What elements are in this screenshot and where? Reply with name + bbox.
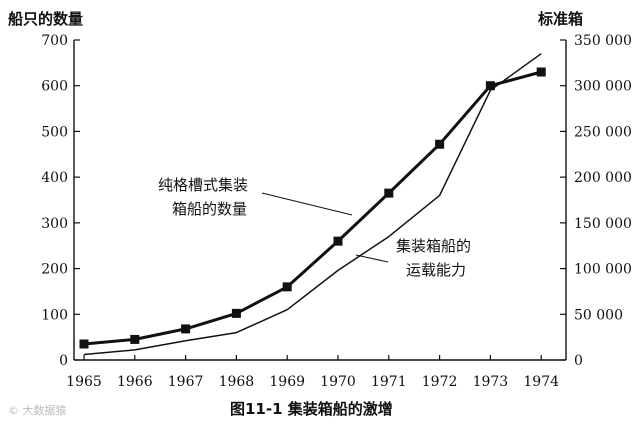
figure-caption: 图11-1 集装箱船的激增 <box>230 400 393 418</box>
annotation-capacity-line1: 集装箱船的 <box>396 237 471 255</box>
data-point-marker <box>536 67 546 77</box>
series-layer <box>79 53 546 356</box>
left-tick-label: 700 <box>41 33 68 49</box>
left-tick-label: 400 <box>41 170 68 186</box>
series-line-ship-count <box>83 70 542 346</box>
x-tick-label: 1971 <box>371 374 407 390</box>
data-point-marker <box>384 188 394 198</box>
right-tick-label: 100 000 <box>574 262 632 278</box>
x-tick-label: 1969 <box>269 374 305 390</box>
data-point-marker <box>231 308 241 318</box>
left-tick-label: 300 <box>41 216 68 232</box>
left-axis-title: 船只的数量 <box>8 10 83 28</box>
right-tick-label: 50 000 <box>574 307 623 323</box>
right-tick-label: 0 <box>574 353 583 369</box>
left-tick-label: 600 <box>41 79 68 95</box>
x-tick-label: 1974 <box>523 374 559 390</box>
right-tick-label: 200 000 <box>574 170 632 186</box>
tick-layer: 0 100 200 300 400 500 600 700 0 50 000 100 000 150 … <box>41 33 632 390</box>
left-tick-label: 0 <box>59 353 68 369</box>
data-point-marker <box>333 236 343 246</box>
x-tick-label: 1972 <box>422 374 458 390</box>
right-tick-label: 300 000 <box>574 79 632 95</box>
right-tick-label: 150 000 <box>574 216 632 232</box>
data-point-marker <box>130 334 140 344</box>
data-point-marker <box>282 282 292 292</box>
annotation-count-line1: 纯格槽式集装 <box>158 176 248 194</box>
series-line-capacity <box>83 53 542 356</box>
annotation-capacity-line2: 运载能力 <box>406 261 466 279</box>
data-point-marker <box>485 81 495 91</box>
data-point-marker <box>435 139 445 149</box>
x-tick-label: 1968 <box>219 374 255 390</box>
right-tick-label: 250 000 <box>574 124 632 140</box>
x-tick-label: 1973 <box>473 374 509 390</box>
annotation-leader-capacity <box>355 254 389 263</box>
x-tick-label: 1967 <box>168 374 204 390</box>
left-tick-label: 500 <box>41 124 68 140</box>
annotation-count-line2: 箱船的数量 <box>172 200 247 218</box>
data-point-marker <box>181 324 191 334</box>
x-tick-label: 1965 <box>66 374 102 390</box>
watermark: © 大数据猿 <box>8 403 67 417</box>
data-point-marker <box>79 339 89 349</box>
x-tick-label: 1966 <box>117 374 153 390</box>
right-axis-title: 标准箱 <box>537 10 583 28</box>
left-tick-label: 200 <box>41 262 68 278</box>
right-tick-label: 350 000 <box>574 33 632 49</box>
x-tick-label: 1970 <box>320 374 356 390</box>
left-tick-label: 100 <box>41 307 68 323</box>
annotation-leader-count <box>261 192 353 216</box>
